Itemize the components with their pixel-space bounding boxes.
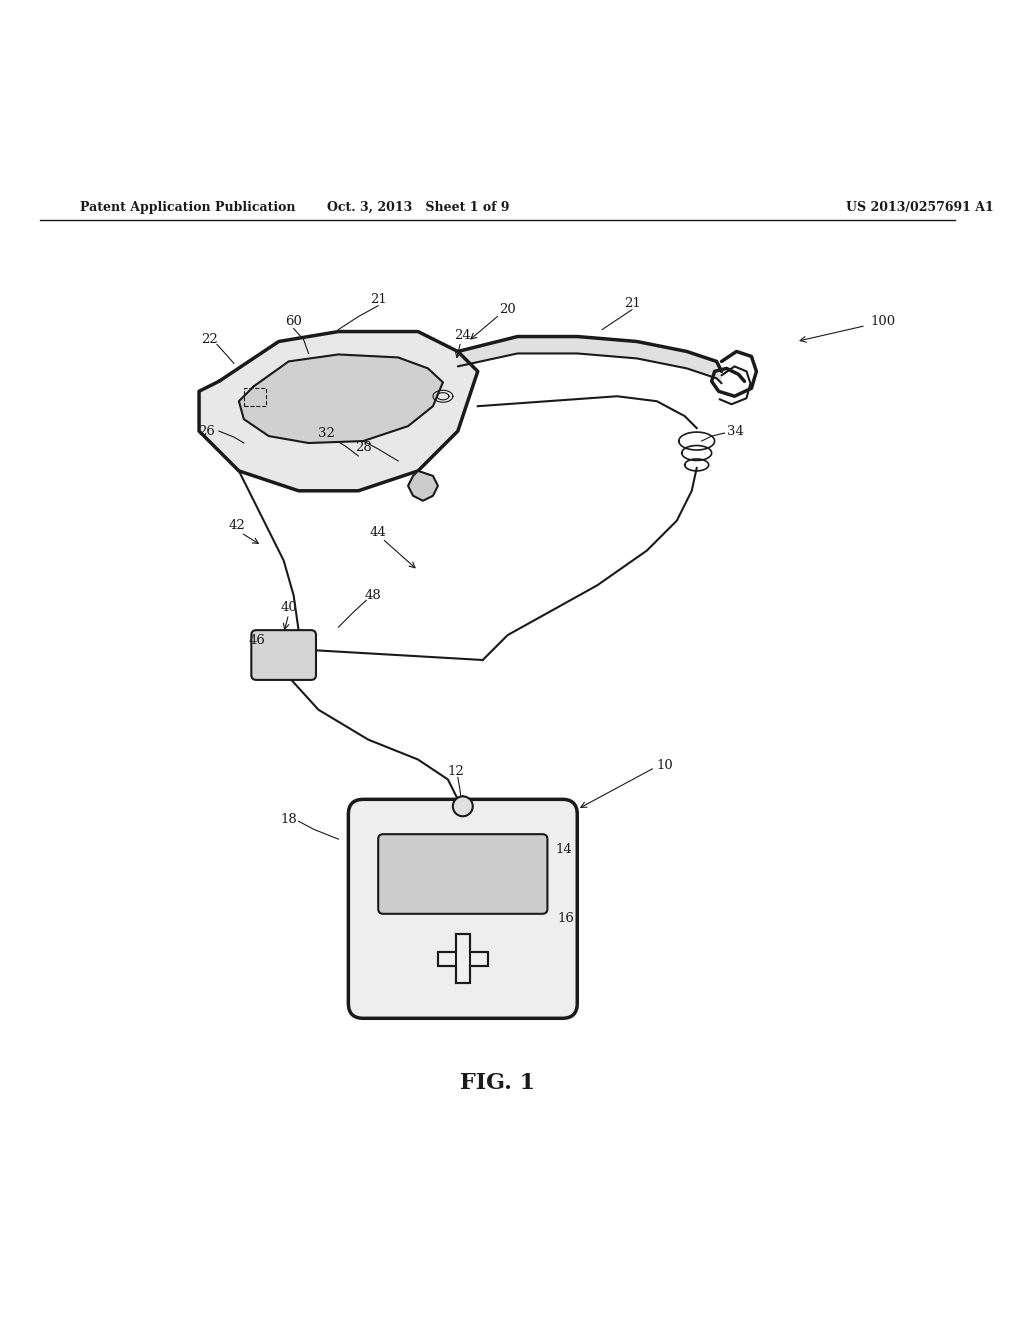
Polygon shape [239, 355, 443, 444]
Text: 24: 24 [455, 329, 471, 342]
Text: 48: 48 [365, 589, 382, 602]
Polygon shape [409, 471, 438, 500]
FancyBboxPatch shape [348, 800, 578, 1018]
Polygon shape [458, 337, 722, 383]
Text: Patent Application Publication: Patent Application Publication [80, 201, 295, 214]
Text: 100: 100 [870, 315, 896, 329]
Text: 60: 60 [285, 315, 302, 329]
Text: 21: 21 [624, 297, 640, 310]
Text: 44: 44 [370, 527, 387, 539]
Text: 46: 46 [249, 634, 265, 647]
Text: US 2013/0257691 A1: US 2013/0257691 A1 [846, 201, 993, 214]
Text: 34: 34 [727, 425, 743, 438]
Text: 26: 26 [199, 425, 215, 438]
Text: 28: 28 [355, 441, 372, 454]
Text: 12: 12 [447, 766, 464, 777]
Circle shape [453, 796, 473, 816]
Text: 40: 40 [281, 601, 297, 614]
Text: FIG. 1: FIG. 1 [460, 1072, 536, 1094]
Text: 20: 20 [500, 304, 516, 317]
FancyBboxPatch shape [456, 933, 470, 983]
FancyBboxPatch shape [438, 952, 487, 965]
FancyBboxPatch shape [378, 834, 548, 913]
Text: 21: 21 [370, 293, 387, 306]
Text: 16: 16 [557, 912, 574, 925]
Text: 32: 32 [318, 426, 335, 440]
Text: Oct. 3, 2013   Sheet 1 of 9: Oct. 3, 2013 Sheet 1 of 9 [327, 201, 509, 214]
Polygon shape [199, 331, 478, 491]
FancyBboxPatch shape [251, 630, 316, 680]
Text: 42: 42 [228, 519, 246, 532]
Text: 22: 22 [201, 333, 217, 346]
Bar [244, 388, 266, 407]
Text: 14: 14 [555, 842, 572, 855]
Text: 18: 18 [281, 813, 297, 826]
Text: 10: 10 [656, 759, 674, 772]
